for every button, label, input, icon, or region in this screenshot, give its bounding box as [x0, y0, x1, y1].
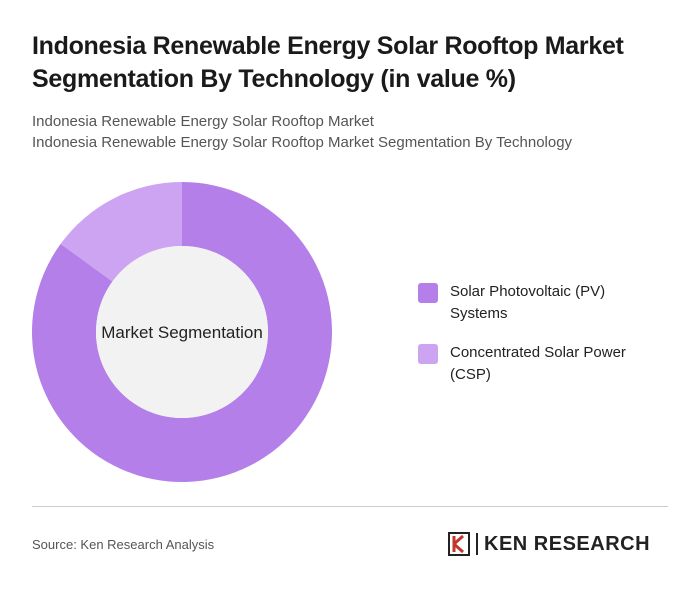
divider — [32, 506, 668, 507]
legend-swatch — [418, 283, 438, 303]
subtitle: Indonesia Renewable Energy Solar Rooftop… — [32, 134, 573, 151]
legend-swatch — [418, 344, 438, 364]
center-label: Market Segmentation — [101, 323, 263, 342]
donut-slice — [31, 182, 333, 482]
logo-icon — [448, 532, 470, 556]
subtitle: Indonesia Renewable Energy Solar Rooftop… — [32, 113, 374, 130]
chart-title: Indonesia Renewable Energy Solar Rooftop… — [32, 32, 624, 93]
legend-label: Solar Photovoltaic (PV) Systems — [450, 283, 606, 322]
donut-center — [96, 246, 268, 418]
donut-slice — [60, 182, 183, 282]
logo-text: KEN RESEARCH — [484, 532, 651, 555]
legend-item: Concentrated Solar Power (CSP) — [418, 342, 658, 386]
logo-separator — [476, 533, 478, 555]
logo: KEN RESEARCH — [448, 532, 650, 556]
legend-item: Solar Photovoltaic (PV) Systems — [418, 281, 658, 325]
donut-chart: Market Segmentation — [31, 182, 333, 482]
legend-label: Concentrated Solar Power (CSP) — [450, 344, 626, 383]
source: Source: Ken Research Analysis — [32, 537, 215, 552]
